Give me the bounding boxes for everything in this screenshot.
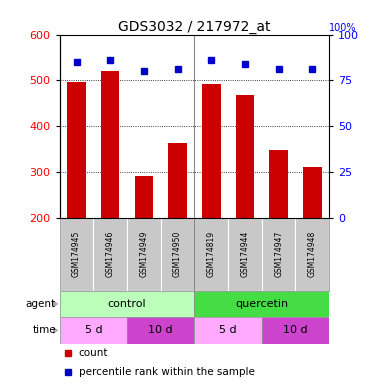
Bar (202, 83, 221, 217)
Bar (194, 317, 262, 344)
Text: quercetin: quercetin (235, 299, 288, 309)
Bar (303, 167, 321, 217)
Bar (161, 217, 194, 291)
Text: agent: agent (26, 299, 56, 309)
Bar (60, 217, 93, 291)
Text: 100%: 100% (329, 23, 357, 33)
Text: GSM174944: GSM174944 (241, 231, 249, 277)
Text: GSM174947: GSM174947 (274, 231, 283, 277)
Title: GDS3032 / 217972_at: GDS3032 / 217972_at (118, 20, 271, 33)
Bar (194, 291, 329, 317)
Bar (296, 217, 329, 291)
Bar (228, 217, 262, 291)
Text: percentile rank within the sample: percentile rank within the sample (79, 367, 254, 377)
Bar (262, 217, 296, 291)
Text: 10 d: 10 d (149, 325, 173, 335)
Text: GSM174945: GSM174945 (72, 231, 81, 277)
Bar (60, 291, 194, 317)
Bar (127, 317, 194, 344)
Text: GSM174819: GSM174819 (207, 231, 216, 277)
Bar (168, 143, 187, 217)
Bar (236, 95, 254, 217)
Text: time: time (32, 325, 56, 335)
Bar (135, 176, 153, 217)
Text: control: control (108, 299, 146, 309)
Bar (101, 71, 119, 217)
Text: GSM174950: GSM174950 (173, 231, 182, 277)
Bar (194, 217, 228, 291)
Bar (262, 317, 329, 344)
Text: GSM174948: GSM174948 (308, 231, 317, 277)
Text: count: count (79, 348, 108, 358)
Bar (93, 217, 127, 291)
Text: 5 d: 5 d (219, 325, 237, 335)
Bar (60, 317, 127, 344)
Bar (67, 82, 86, 217)
Bar (127, 217, 161, 291)
Text: GSM174949: GSM174949 (139, 231, 148, 277)
Text: GSM174946: GSM174946 (106, 231, 115, 277)
Text: 5 d: 5 d (85, 325, 102, 335)
Bar (270, 150, 288, 217)
Text: 10 d: 10 d (283, 325, 308, 335)
